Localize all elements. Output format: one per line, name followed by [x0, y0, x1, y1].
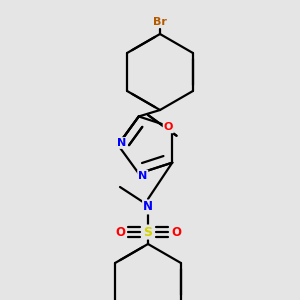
- Text: N: N: [117, 138, 127, 148]
- Text: Br: Br: [153, 17, 167, 27]
- Text: O: O: [115, 226, 125, 238]
- Text: O: O: [171, 226, 181, 238]
- Text: N: N: [138, 170, 147, 181]
- Text: S: S: [143, 226, 152, 238]
- Text: N: N: [143, 200, 153, 214]
- Text: O: O: [164, 122, 173, 132]
